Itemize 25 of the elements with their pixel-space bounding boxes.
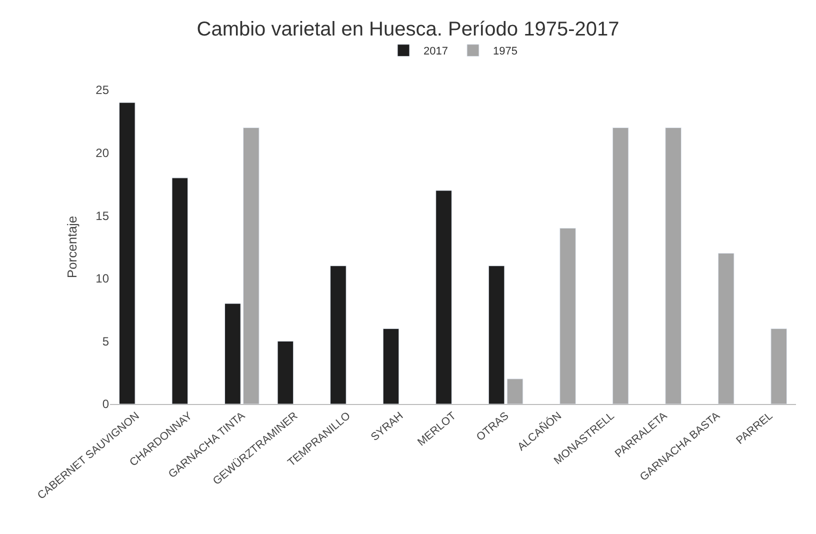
bar (612, 127, 629, 404)
y-tick-label: 0 (102, 397, 110, 412)
y-tick-label: 25 (96, 83, 110, 98)
bar (436, 190, 452, 404)
chart-title: Cambio varietal en Huesca. Período 1975-2017 (196, 18, 620, 40)
y-tick-label: 20 (96, 146, 110, 160)
bar (665, 127, 682, 404)
bar (488, 266, 505, 404)
bar (506, 378, 524, 404)
bar (718, 253, 734, 404)
y-tick-label: 10 (96, 272, 110, 286)
bar (224, 303, 241, 404)
bar (560, 228, 576, 404)
bar (118, 102, 136, 404)
bar (172, 178, 188, 404)
bar (382, 328, 400, 404)
bar (770, 328, 788, 404)
y-tick-label: 15 (96, 208, 110, 223)
bar (330, 266, 346, 404)
y-axis-title: Porcentaje (64, 216, 80, 278)
bar (242, 127, 260, 404)
bar (277, 340, 294, 404)
y-tick-label: 5 (102, 334, 110, 348)
legend-label: 1975 (492, 46, 518, 58)
legend-label: 2017 (424, 46, 448, 58)
